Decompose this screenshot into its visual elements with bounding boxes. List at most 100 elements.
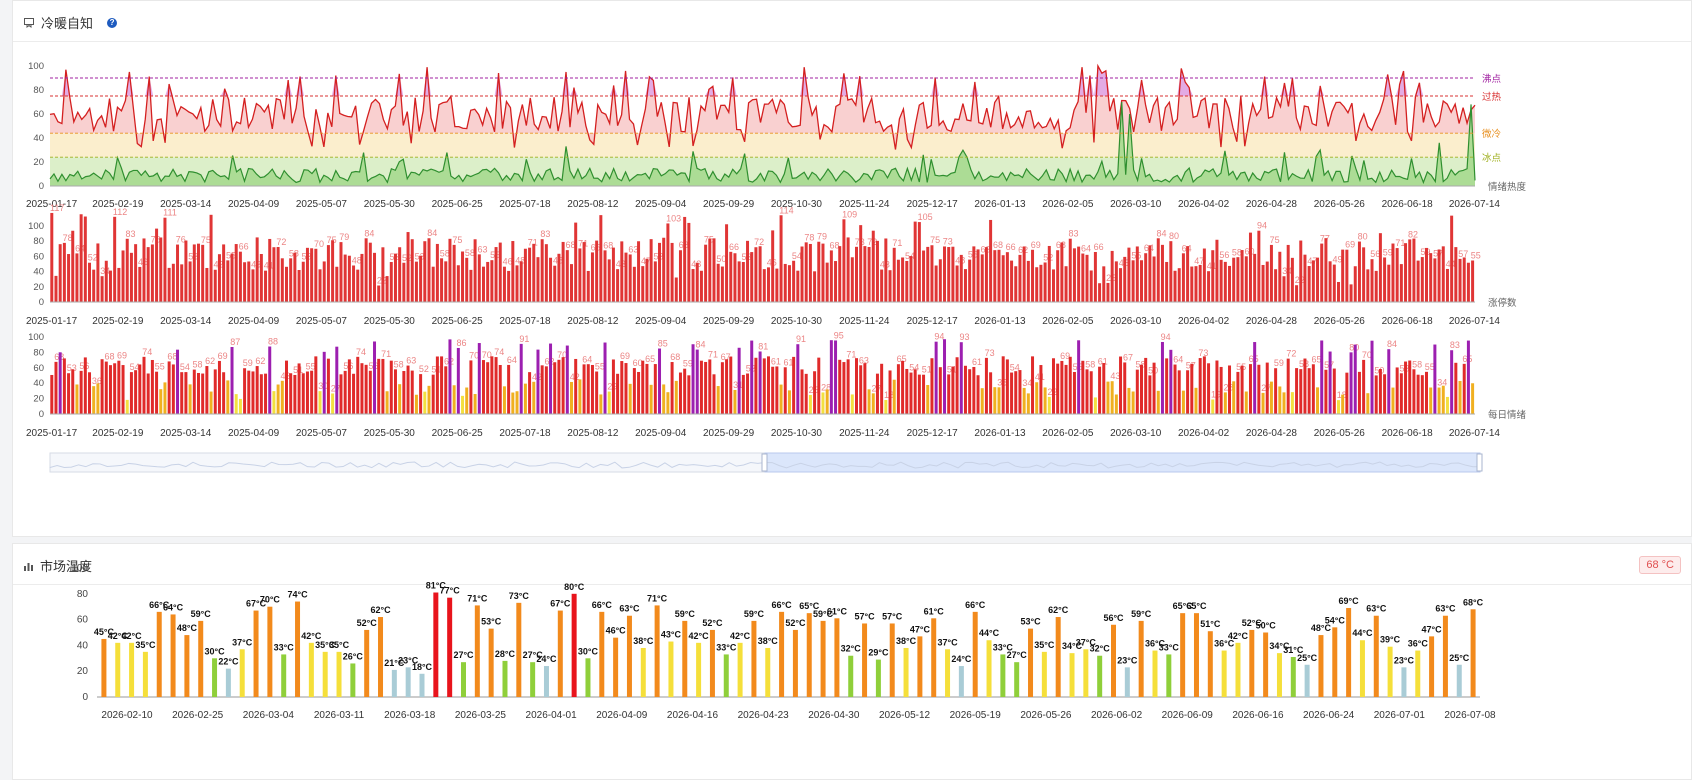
x-tick-label: 2026-07-14 (1449, 199, 1501, 210)
temperature-bar (1069, 653, 1075, 697)
daily-emotion-bar (544, 366, 548, 414)
x-tick-label: 2025-01-17 (26, 428, 78, 439)
temperature-value-label: 63°C (619, 604, 640, 614)
temperature-bar (779, 611, 785, 697)
daily-emotion-bar (1399, 373, 1403, 414)
temperature-value-label: 42°C (730, 631, 751, 641)
limit-up-bar (1269, 244, 1273, 302)
temperature-bar (682, 620, 688, 697)
limit-up-bar (435, 243, 439, 302)
daily-emotion-bar (574, 358, 578, 414)
temperature-value-label: 35°C (315, 640, 336, 650)
daily-emotion-bar (699, 360, 703, 414)
limit-up-value-label: 84 (427, 228, 437, 238)
daily-emotion-bar (1114, 394, 1118, 414)
daily-emotion-bar (83, 357, 87, 414)
temperature-value-label: 65°C (1173, 601, 1194, 611)
temperature-bar (972, 611, 978, 697)
limit-up-bar (1085, 254, 1089, 302)
limit-up-value-label: 47 (1194, 256, 1204, 266)
sentiment-title-text: 冷暖自知 (41, 16, 94, 31)
daily-emotion-y-axis: 0 20 40 60 80 100 (28, 332, 1475, 420)
temperature-bar (1415, 650, 1421, 697)
limit-up-bar (590, 252, 594, 302)
y-tick-label: 60 (77, 615, 89, 626)
limit-up-bar (628, 254, 632, 302)
temperature-value-label: 65°C (1186, 601, 1207, 611)
limit-up-bar (1416, 260, 1420, 302)
limit-up-bar (163, 217, 167, 302)
limit-up-bar (1265, 261, 1269, 302)
limit-up-bar (695, 262, 699, 302)
daily-emotion-bar (272, 391, 276, 414)
limit-up-bar (708, 238, 712, 302)
daily-emotion-value-label: 69 (1060, 351, 1070, 361)
limit-up-bar (1433, 258, 1437, 302)
limit-up-value-label: 109 (842, 209, 857, 219)
limit-up-bar (561, 241, 565, 302)
limit-up-bar (1060, 242, 1064, 302)
daily-emotion-bar (364, 364, 368, 414)
limit-up-bar (666, 223, 670, 302)
x-tick-label: 2026-04-16 (667, 710, 719, 721)
limit-up-bar (1387, 264, 1391, 302)
limit-up-bar (725, 224, 729, 302)
daily-emotion-bar (92, 386, 96, 414)
daily-emotion-bar (88, 372, 92, 414)
temperature-bar (447, 597, 453, 697)
daily-emotion-bar (607, 391, 611, 414)
limit-up-bar (381, 247, 385, 302)
temperature-value-label: 73°C (509, 591, 530, 601)
limit-up-bar (377, 285, 381, 302)
x-tick-label: 2025-04-09 (228, 199, 280, 210)
daily-emotion-bar (461, 395, 465, 414)
limit-up-bar (599, 215, 603, 302)
temperature-bar (737, 642, 743, 697)
x-tick-label: 2025-11-24 (839, 428, 890, 439)
daily-emotion-bar (146, 373, 150, 414)
limit-up-bar (1420, 257, 1424, 302)
daily-emotion-bar (335, 346, 339, 414)
limit-up-bar (1395, 248, 1399, 302)
limit-up-bar (440, 258, 444, 302)
x-tick-label: 2025-02-19 (92, 316, 144, 327)
x-tick-label: 2025-09-29 (703, 199, 755, 210)
daily-emotion-value-label: 65 (897, 354, 907, 364)
temperature-bar (834, 618, 840, 697)
temperature-value-label: 59°C (675, 609, 696, 619)
temperature-bar (378, 617, 384, 697)
x-tick-label: 2025-07-18 (499, 316, 551, 327)
x-tick-label: 2026-03-10 (1110, 316, 1162, 327)
daily-emotion-bar (1282, 392, 1286, 414)
daily-emotion-bar (473, 394, 477, 414)
daily-emotion-value-label: 58 (394, 359, 404, 369)
x-tick-label: 2025-06-25 (432, 316, 484, 327)
limit-up-bar (771, 230, 775, 302)
temperature-value-label: 39°C (1380, 635, 1401, 645)
daily-emotion-bar (465, 387, 469, 414)
daily-emotion-value-label: 69 (117, 351, 127, 361)
temperature-bar (1041, 651, 1047, 697)
daily-emotion-bar (356, 356, 360, 414)
daily-emotion-bar (674, 380, 678, 414)
limit-up-bar (536, 257, 540, 302)
daily-emotion-bar (528, 372, 532, 414)
daily-emotion-bar (947, 374, 951, 414)
y-tick-label: 40 (33, 267, 44, 278)
daily-emotion-bar (1089, 371, 1093, 414)
daily-emotion-bar (347, 359, 351, 414)
daily-emotion-bar (196, 372, 200, 414)
temperature-bar (239, 649, 245, 697)
temperature-bar (1304, 664, 1310, 697)
limit-up-bar (1093, 251, 1097, 302)
limit-up-value-label: 68 (566, 240, 576, 250)
temperature-bar (1346, 607, 1352, 697)
temperature-value-label: 57°C (855, 611, 876, 621)
limit-up-bar (729, 251, 733, 302)
limit-up-bar (213, 269, 217, 302)
help-icon[interactable]: ? (107, 17, 118, 28)
limit-up-bar (360, 253, 364, 302)
limit-up-bar (821, 243, 825, 302)
daily-emotion-bar (913, 369, 917, 414)
limit-up-bar (1408, 239, 1412, 302)
